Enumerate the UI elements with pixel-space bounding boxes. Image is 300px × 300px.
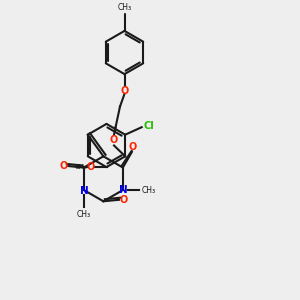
Text: O: O [119,195,128,205]
Text: O: O [87,162,95,172]
Text: O: O [110,135,118,145]
Text: CH₃: CH₃ [75,164,88,170]
Text: CH₃: CH₃ [77,209,91,218]
Text: N: N [119,185,128,195]
Text: CH₃: CH₃ [117,3,132,12]
Text: Cl: Cl [143,121,154,131]
Text: O: O [128,142,136,152]
Text: CH₃: CH₃ [142,185,156,194]
Text: O: O [60,161,68,171]
Text: N: N [80,186,88,196]
Text: O: O [120,86,129,96]
